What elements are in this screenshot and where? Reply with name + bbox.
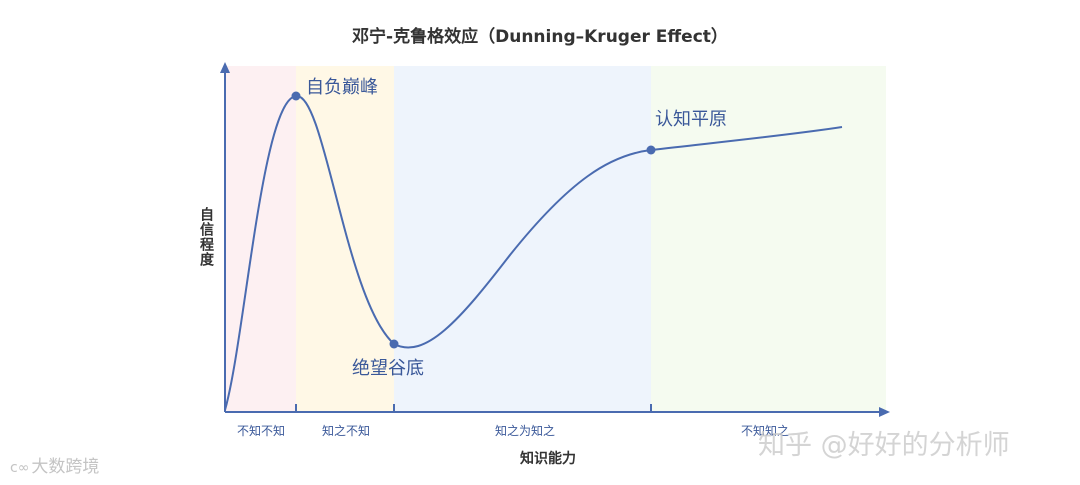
y-axis-label: 自信程度 [198,207,214,267]
peak-point-marker [291,91,301,101]
valley-label: 绝望谷底 [352,358,424,379]
plateau-point-marker [646,145,656,155]
x-axis-arrow [879,407,890,417]
peak-label: 自负巅峰 [306,77,378,98]
stage-label-conscious-incompetence: 知之不知 [321,424,370,438]
watermark-left: c∞ 大数跨境 [10,452,99,477]
watermark-left-text: 大数跨境 [31,457,100,477]
plateau-label: 认知平原 [655,109,727,130]
x-axis-label: 知识能力 [520,451,576,467]
diagram-title: 邓宁-克鲁格效应（Dunning–Kruger Effect） [352,27,728,47]
stage-label-unconscious-incompetence: 不知不知 [236,424,285,438]
stage-label-conscious-competence: 知之为知之 [494,424,555,438]
watermark-right: 知乎 @好好的分析师 [758,430,1010,461]
stage-band-unconscious-competence [651,66,886,412]
y-axis-arrow [220,62,230,73]
stage-label-unconscious-competence: 不知知之 [740,424,789,438]
valley-point-marker [389,339,399,349]
watermark-logo-icon: c∞ [10,460,30,476]
stage-band-conscious-incompetence [296,66,394,412]
